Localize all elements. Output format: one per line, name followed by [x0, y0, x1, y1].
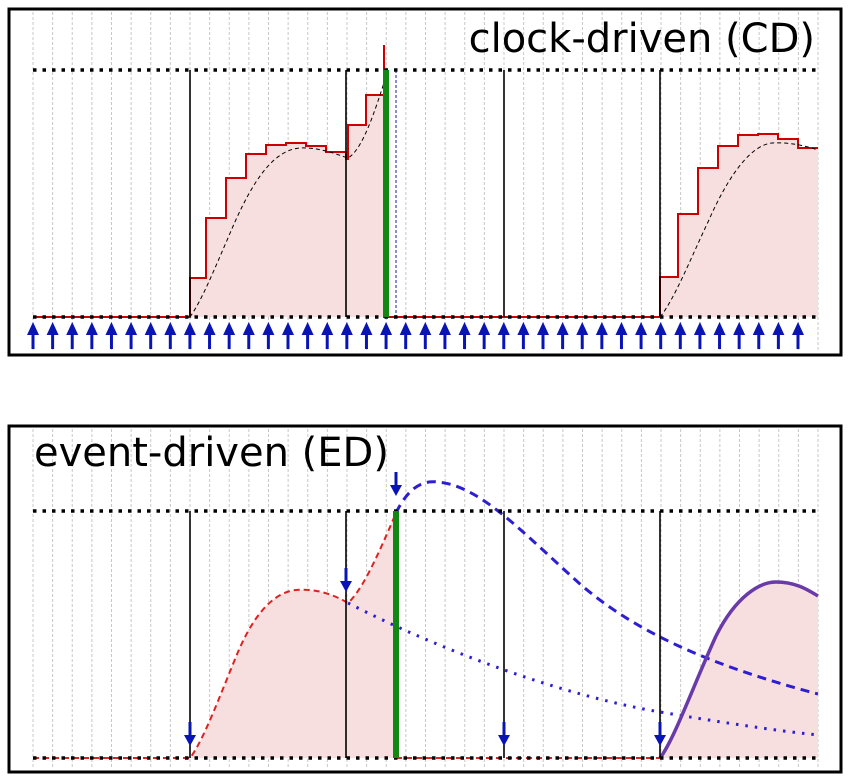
clock-tick-arrow-icon: [46, 322, 59, 349]
clock-tick-arrow-icon: [497, 322, 510, 349]
clock-tick-arrow-icon: [674, 322, 687, 349]
event-driven-decay-trajectory: [347, 601, 819, 737]
clock-tick-arrow-icon: [537, 322, 549, 349]
clock-tick-arrow-icon: [203, 322, 216, 349]
clock-tick-arrow-icon: [125, 322, 138, 349]
clock-tick-arrow-icon: [752, 322, 765, 349]
clock-tick-arrow-icon: [301, 322, 314, 349]
clock-tick-arrows: [27, 322, 804, 349]
clock-tick-arrow-icon: [360, 322, 373, 349]
clock-tick-arrow-icon: [282, 322, 294, 349]
clock-tick-arrow-icon: [223, 322, 236, 349]
event-arrow-icon: [654, 722, 666, 746]
clock-tick-arrow-icon: [380, 322, 393, 349]
clock-tick-arrow-icon: [615, 322, 628, 349]
clock-tick-arrow-icon: [419, 322, 432, 349]
clock-tick-arrow-icon: [105, 322, 118, 349]
clock-tick-arrow-icon: [478, 322, 491, 349]
clock-tick-arrow-icon: [792, 322, 804, 349]
clock-driven-step-trace: [33, 45, 818, 318]
clock-tick-arrow-icon: [654, 322, 667, 349]
event-driven-title: event-driven (ED): [34, 430, 389, 476]
clock-tick-arrow-icon: [340, 322, 353, 349]
event-driven-panel-frame: [7, 424, 843, 774]
clock-tick-arrow-icon: [321, 322, 334, 349]
clock-tick-arrow-icon: [27, 322, 39, 349]
clock-tick-arrow-icon: [576, 322, 589, 349]
clock-tick-arrow-icon: [595, 322, 608, 349]
event-driven-predicted-trajectory: [394, 480, 819, 696]
clock-driven-title: clock-driven (CD): [469, 16, 815, 62]
clock-tick-arrow-icon: [693, 322, 706, 349]
event-arrows: [184, 472, 666, 746]
clock-tick-arrow-icon: [713, 322, 726, 349]
clock-tick-arrow-icon: [85, 322, 98, 349]
clock-tick-arrow-icon: [242, 322, 255, 349]
event-arrow-icon: [390, 472, 402, 496]
clock-tick-arrow-icon: [635, 322, 648, 349]
clock-tick-arrow-icon: [144, 322, 157, 349]
clock-tick-arrow-icon: [66, 322, 79, 349]
clock-tick-arrow-icon: [556, 322, 569, 349]
clock-tick-arrow-icon: [164, 322, 177, 349]
event-arrow-icon: [184, 722, 196, 746]
event-driven-final-trace: [658, 580, 819, 760]
clock-tick-arrow-icon: [772, 322, 785, 349]
event-arrow-icon: [498, 722, 510, 746]
clock-tick-arrow-icon: [733, 322, 746, 349]
clock-driven-panel: clock-driven (CD): [7, 7, 843, 357]
clock-tick-arrow-icon: [262, 322, 275, 349]
clock-driven-panel-frame: [7, 7, 843, 357]
clock-tick-arrow-icon: [458, 322, 471, 349]
clock-tick-arrow-icon: [183, 322, 196, 349]
clock-driven-membrane-area: [190, 95, 818, 317]
event-driven-panel: event-driven (ED): [7, 424, 843, 774]
clock-tick-arrow-icon: [438, 322, 451, 349]
clock-tick-arrow-icon: [399, 322, 412, 349]
clock-tick-arrow-icon: [517, 322, 530, 349]
event-arrow-icon: [340, 568, 352, 592]
event-driven-membrane-area: [190, 513, 818, 758]
clock-driven-exact-potential: [189, 69, 819, 318]
